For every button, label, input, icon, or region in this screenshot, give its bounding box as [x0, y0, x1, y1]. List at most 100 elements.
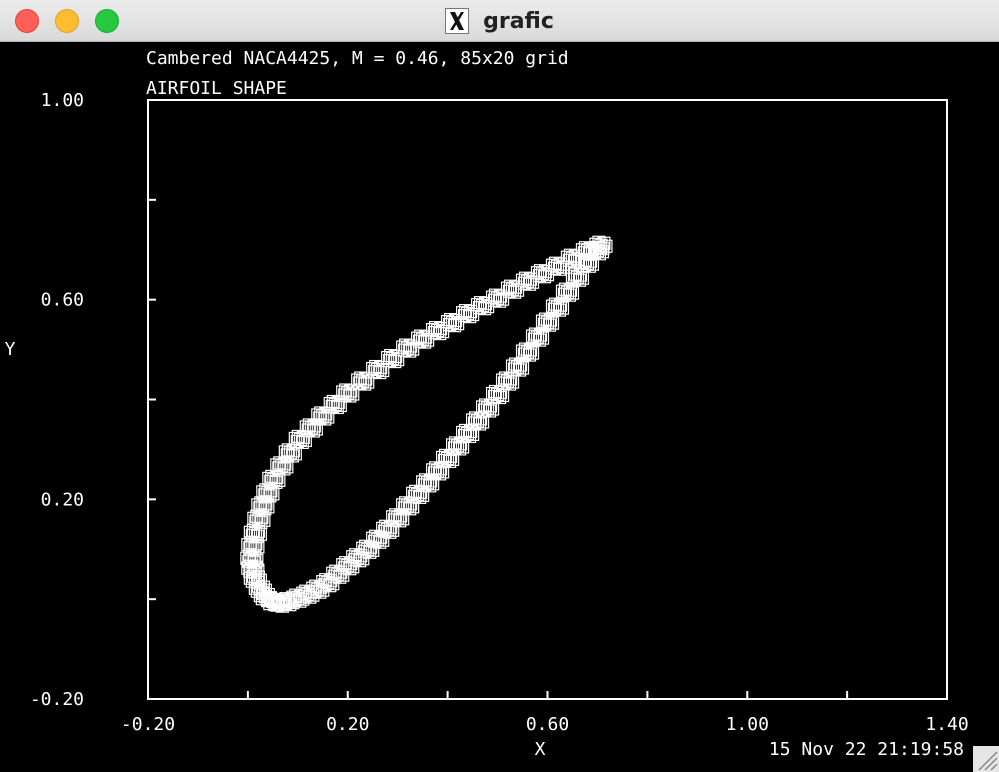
airfoil-point [429, 461, 443, 475]
airfoil-point [388, 513, 402, 527]
airfoil-point [530, 330, 545, 344]
airfoil-point [515, 344, 530, 358]
airfoil-point [485, 386, 500, 401]
airfoil-point [389, 508, 403, 522]
airfoil-point [560, 285, 575, 299]
airfoil-point [555, 284, 570, 298]
airfoil-point [309, 422, 323, 436]
airfoil-point [505, 375, 520, 389]
airfoil-point [456, 306, 470, 320]
airfoil-point [545, 316, 560, 330]
airfoil-point [444, 313, 458, 327]
airfoil-point [490, 387, 505, 402]
close-button[interactable] [15, 9, 39, 33]
y-tick-label: -0.20 [30, 689, 84, 710]
airfoil-point [473, 296, 488, 310]
airfoil-point [436, 450, 450, 465]
x-tick-label: 0.60 [526, 714, 569, 735]
airfoil-point [436, 325, 450, 339]
airfoil-point [244, 536, 258, 550]
airfoil-point [508, 357, 523, 371]
airfoil-point [326, 394, 340, 409]
airfoil-point [465, 413, 480, 427]
airfoil-point [533, 264, 548, 278]
window-titlebar[interactable]: grafic [0, 0, 999, 42]
airfoil-point [386, 510, 400, 524]
minimize-button[interactable] [55, 9, 79, 33]
airfoil-point [288, 593, 302, 607]
airfoil-point [328, 397, 342, 412]
airfoil-point [585, 243, 600, 257]
airfoil-point [480, 401, 495, 415]
airfoil-point [386, 351, 400, 366]
airfoil-point [413, 334, 427, 348]
airfoil-point [298, 589, 312, 603]
airfoil-point [502, 284, 517, 298]
airfoil-point [281, 443, 295, 457]
airfoil-point [243, 571, 257, 585]
resize-grip-icon[interactable] [973, 746, 999, 772]
airfoil-point [356, 541, 370, 555]
airfoil-point [548, 297, 563, 311]
airfoil-point [470, 414, 485, 428]
airfoil-point [266, 487, 280, 501]
airfoil-point [577, 258, 592, 272]
airfoil-point [346, 387, 360, 401]
airfoil-point [336, 385, 350, 399]
airfoil-point [419, 473, 433, 487]
airfoil-point [565, 269, 580, 283]
airfoil-point [391, 352, 405, 367]
airfoil-point [261, 486, 275, 500]
airfoil-point [535, 314, 550, 328]
airfoil-point [353, 376, 367, 390]
airfoil-point [550, 300, 565, 314]
airfoil-point [323, 396, 337, 411]
airfoil-point [439, 448, 453, 463]
airfoil-point [371, 532, 385, 546]
airfoil-point [288, 447, 302, 461]
airfoil-point [406, 486, 420, 500]
airfoil-point [429, 321, 443, 335]
zoom-button[interactable] [95, 9, 119, 33]
airfoil-point [348, 553, 362, 567]
chart-title: AIRFOIL SHAPE [146, 78, 287, 99]
airfoil-point [488, 288, 503, 302]
airfoil-point [537, 317, 552, 331]
airfoil-point [563, 248, 578, 262]
title-group: grafic [0, 0, 999, 42]
airfoil-point [293, 432, 307, 447]
airfoil-point [378, 524, 392, 538]
airfoil-point [545, 299, 560, 313]
airfoil-point [461, 426, 475, 441]
airfoil-point [438, 453, 452, 468]
airfoil-point [555, 301, 570, 315]
airfoil-point [518, 271, 533, 285]
airfoil-point [535, 331, 550, 345]
airfoil-point [557, 287, 572, 301]
airfoil-point [538, 312, 553, 326]
airfoil-point [291, 429, 305, 444]
airfoil-point [361, 375, 375, 389]
airfoil-point [570, 270, 585, 284]
airfoil-point [318, 578, 332, 592]
airfoil-point [478, 398, 493, 412]
airfoil-point [359, 539, 373, 553]
y-tick-label: 1.00 [41, 90, 84, 111]
airfoil-point [510, 360, 525, 374]
airfoil-point [480, 300, 495, 314]
airfoil-point [314, 406, 328, 420]
airfoil-point [411, 331, 425, 345]
airfoil-point [510, 283, 525, 297]
airfoil-point [338, 561, 352, 575]
airfoil-point [408, 489, 422, 503]
airfoil-point [477, 403, 492, 417]
airfoil-point [398, 501, 412, 515]
airfoil-point [399, 338, 413, 352]
airfoil-point [595, 245, 610, 259]
airfoil-point [540, 315, 555, 329]
airfoil-point [366, 531, 380, 545]
chart-header: Cambered NACA4425, M = 0.46, 85x20 grid [146, 48, 569, 69]
airfoil-point [272, 473, 286, 487]
airfoil-point [358, 544, 372, 558]
